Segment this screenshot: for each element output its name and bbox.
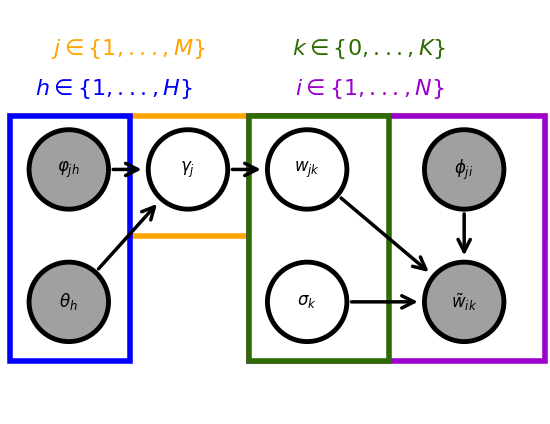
Bar (249, 115, 544, 361)
Text: $\gamma_j$: $\gamma_j$ (180, 159, 195, 179)
Text: $\mathit{i \in \{1,...,N\}}$: $\mathit{i \in \{1,...,N\}}$ (295, 77, 444, 101)
Bar (249, 115, 388, 361)
Circle shape (148, 130, 228, 209)
Circle shape (425, 130, 504, 209)
Circle shape (29, 262, 108, 342)
Circle shape (425, 262, 504, 342)
Bar (10, 115, 130, 361)
Text: $\sigma_k$: $\sigma_k$ (298, 293, 317, 310)
Circle shape (267, 262, 347, 342)
Circle shape (29, 130, 108, 209)
Text: $\mathit{k \in \{0,...,K\}}$: $\mathit{k \in \{0,...,K\}}$ (293, 37, 447, 61)
Text: $\varphi_{jh}$: $\varphi_{jh}$ (57, 159, 80, 179)
Bar (10, 115, 544, 236)
Text: $\phi_{ji}$: $\phi_{ji}$ (454, 157, 474, 181)
Circle shape (267, 130, 347, 209)
Text: $\mathit{h \in \{1,...,H\}}$: $\mathit{h \in \{1,...,H\}}$ (35, 77, 193, 101)
Text: $\theta_h$: $\theta_h$ (59, 291, 78, 312)
Text: $\mathit{j \in \{1,...,M\}}$: $\mathit{j \in \{1,...,M\}}$ (51, 37, 206, 61)
Text: $w_{jk}$: $w_{jk}$ (294, 159, 320, 179)
Text: $\tilde{w}_{ik}$: $\tilde{w}_{ik}$ (451, 291, 477, 312)
